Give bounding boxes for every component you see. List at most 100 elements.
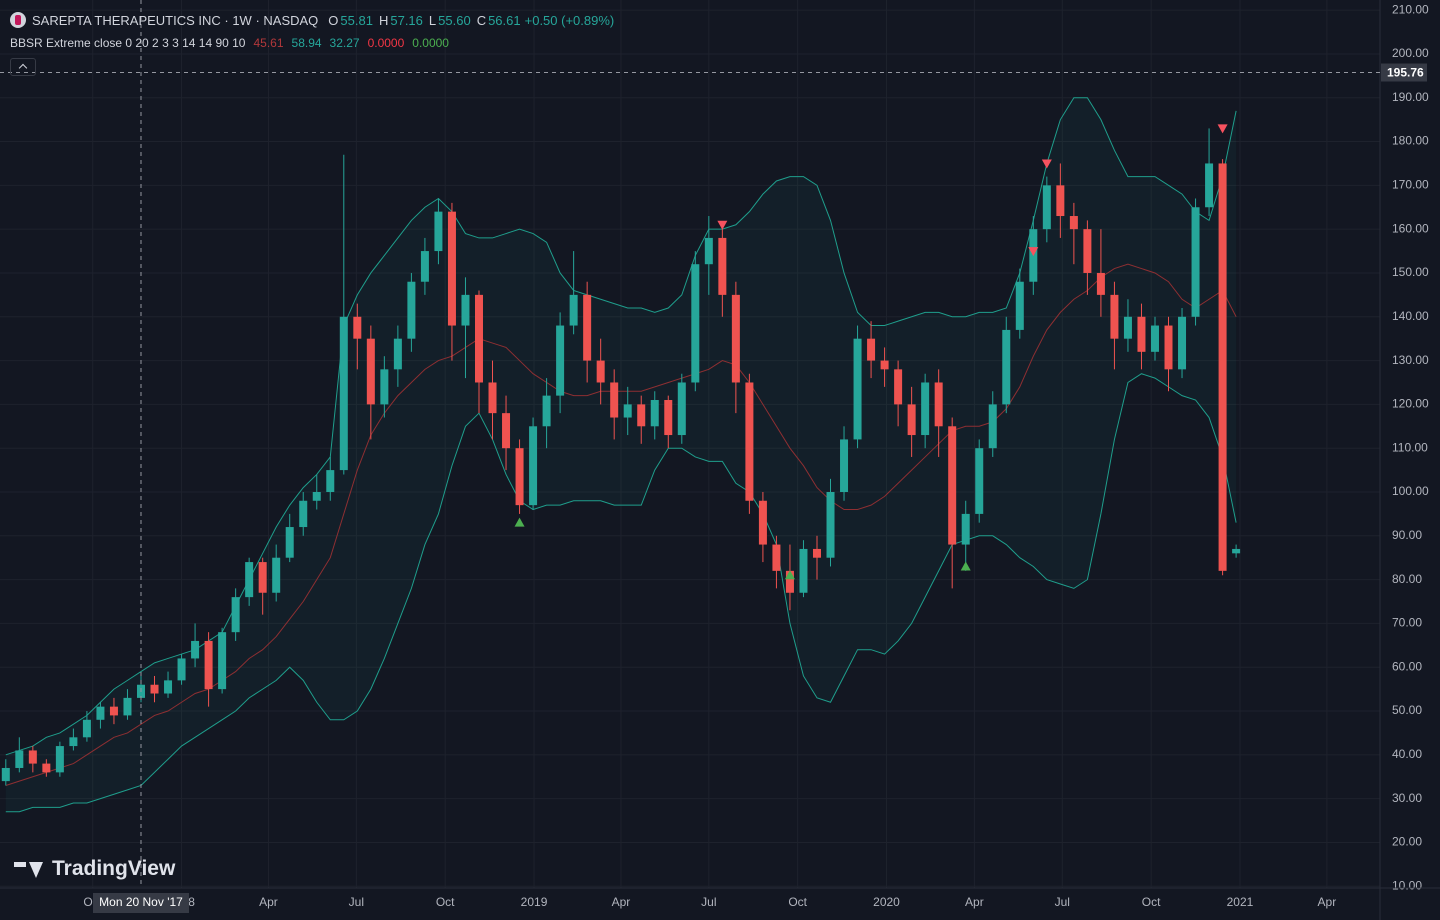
candle-body <box>109 706 118 716</box>
indicator-value: 45.61 <box>253 36 284 50</box>
ohlc-value: 55.60 <box>438 13 471 28</box>
candle-body <box>894 369 903 405</box>
candle-body <box>407 281 416 339</box>
candle-body <box>799 548 808 593</box>
candle-body <box>853 338 862 440</box>
date-label-box <box>92 893 189 913</box>
x-tick-label: Oct <box>436 895 455 909</box>
candle-body <box>1164 325 1173 370</box>
ohlc-label: O <box>328 13 339 28</box>
candle-body <box>948 426 957 545</box>
price-label: 195.76 <box>1387 66 1424 80</box>
candle-body <box>150 684 159 694</box>
indicator-value: 0.0000 <box>367 36 405 50</box>
candle-body <box>461 294 470 326</box>
candle-body <box>529 426 538 506</box>
candle-body <box>204 640 213 690</box>
y-tick-label: 100.00 <box>1392 484 1429 498</box>
candle-body <box>988 404 997 449</box>
y-tick-label: 180.00 <box>1392 134 1429 148</box>
y-tick-label: 120.00 <box>1392 397 1429 411</box>
indicator-value: 32.27 <box>329 36 360 50</box>
candle-body <box>1123 316 1132 339</box>
candle-body <box>272 557 281 593</box>
price-label-box <box>1381 63 1427 82</box>
candle-body <box>772 544 781 571</box>
x-tick-label: Jul <box>701 895 716 909</box>
candle-body <box>82 719 91 738</box>
y-tick-label: 50.00 <box>1392 703 1422 717</box>
y-tick-label: 70.00 <box>1392 616 1422 630</box>
candle-body <box>1 767 10 782</box>
sell-signal <box>1041 159 1052 169</box>
candle-body <box>1069 216 1078 230</box>
candle-body <box>123 697 132 716</box>
y-tick-label: 60.00 <box>1392 659 1422 673</box>
y-tick-label: 80.00 <box>1392 572 1422 586</box>
candle-body <box>812 548 821 558</box>
candle-body <box>434 211 443 252</box>
candle-body <box>69 737 78 747</box>
candle-body <box>1056 185 1065 217</box>
ohlc-label: H <box>378 13 389 28</box>
candle-body <box>420 251 429 282</box>
candle-body <box>515 448 524 506</box>
candle-body <box>880 360 889 370</box>
legend: SAREPTA THERAPEUTICS INC · 1W · NASDAQ O 5… <box>10 10 616 83</box>
candle-body <box>312 491 321 501</box>
candle-body <box>637 404 646 427</box>
y-tick-label: 140.00 <box>1392 309 1429 323</box>
candle-body <box>650 400 659 427</box>
candle-body <box>258 562 267 593</box>
x-tick-label: Apr <box>965 895 984 909</box>
candle-body <box>1205 163 1214 208</box>
candle-body <box>218 632 227 690</box>
candle-body <box>191 640 200 659</box>
indicator-value: 0.0000 <box>412 36 449 50</box>
candle-body <box>245 562 254 598</box>
candle-body <box>867 338 876 361</box>
x-tick-label: 2021 <box>1227 895 1254 909</box>
symbol-icon <box>10 12 26 28</box>
y-tick-label: 210.00 <box>1392 2 1429 16</box>
indicator-row: BBSR Extreme close 0 20 2 3 3 14 14 90 1… <box>10 32 616 54</box>
candle-body <box>623 404 632 418</box>
candle-body <box>542 395 551 427</box>
y-tick-label: 90.00 <box>1392 528 1422 542</box>
x-tick-label: Jul <box>1055 895 1070 909</box>
candle-body <box>42 763 51 773</box>
candle-body <box>326 470 335 492</box>
candle-body <box>583 294 592 361</box>
candle-body <box>596 360 605 383</box>
candle-body <box>758 500 767 545</box>
indicator-name[interactable]: BBSR Extreme close 0 20 2 3 3 14 14 90 1… <box>10 36 246 50</box>
buy-signal <box>960 561 971 571</box>
y-tick-label: 160.00 <box>1392 221 1429 235</box>
candle-body <box>785 570 794 593</box>
sell-signal <box>1028 247 1039 257</box>
candle-body <box>177 658 186 681</box>
sell-signal <box>717 220 728 230</box>
candle-body <box>1042 185 1051 230</box>
candle-body <box>231 597 240 633</box>
candle-body <box>610 382 619 418</box>
candle-body <box>961 513 970 545</box>
candle-body <box>1232 548 1241 554</box>
x-tick-label: Apr <box>1318 895 1337 909</box>
candle-body <box>1110 294 1119 339</box>
y-tick-label: 20.00 <box>1392 835 1422 849</box>
candle-body <box>569 294 578 326</box>
symbol[interactable]: SAREPTA THERAPEUTICS INC · 1W · NASDAQ <box>32 13 319 28</box>
collapse-button[interactable] <box>10 58 36 76</box>
candle-body <box>677 382 686 436</box>
x-tick-label: 2020 <box>873 895 900 909</box>
buy-signal <box>784 570 795 580</box>
ohlc-value: 56.61 <box>488 13 521 28</box>
band-lower <box>5 373 1237 813</box>
candle-body <box>164 680 173 694</box>
candle-body <box>1096 272 1105 295</box>
x-tick-label: Oct <box>1142 895 1161 909</box>
candle-body <box>934 382 943 427</box>
